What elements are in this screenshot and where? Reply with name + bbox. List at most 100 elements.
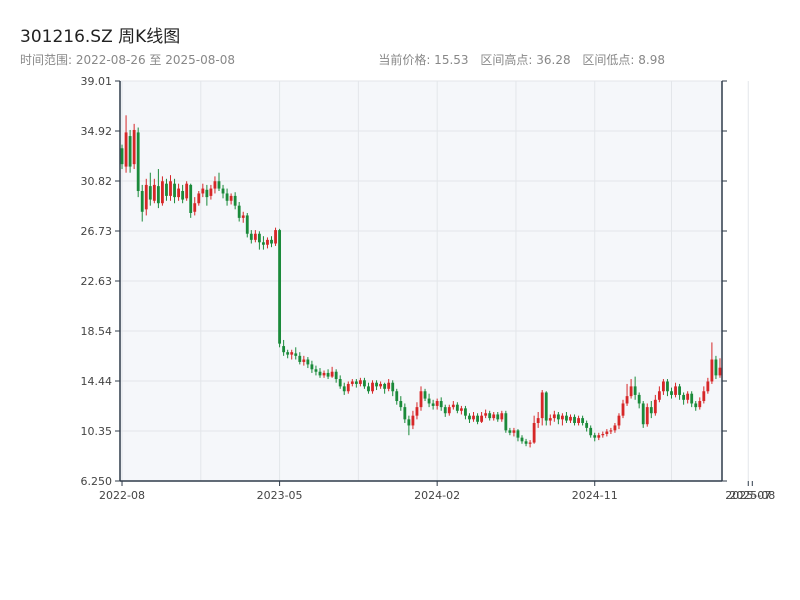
candle-body	[504, 413, 508, 431]
candle-body	[334, 371, 338, 380]
candle-body	[350, 381, 354, 384]
candle-body	[516, 430, 520, 438]
candle-body	[686, 393, 690, 400]
candle-body	[657, 391, 661, 400]
y-tick-label: 39.01	[81, 75, 113, 88]
candle-body	[391, 382, 395, 392]
candle-body	[225, 193, 229, 201]
candle-body	[633, 386, 637, 395]
candle-body	[459, 408, 463, 411]
candle-body	[552, 414, 556, 419]
candle-body	[443, 407, 447, 414]
candle-body	[217, 181, 221, 189]
candle-body	[136, 132, 140, 192]
candle-body	[322, 372, 326, 376]
candle-body	[536, 418, 540, 424]
candle-body	[205, 189, 209, 198]
candle-body	[375, 382, 378, 387]
x-tick-label: 2022-08	[99, 489, 145, 502]
candle-body	[383, 383, 387, 389]
candle-body	[609, 430, 613, 432]
price-stats: 当前价格: 15.53 区间高点: 36.28 区间低点: 8.98	[370, 51, 665, 68]
candle-body	[363, 380, 366, 387]
candle-body	[431, 403, 435, 406]
x-tick-label: 2024-11	[572, 489, 618, 502]
candle-body	[435, 401, 439, 406]
candle-body	[508, 430, 512, 433]
candle-body	[560, 415, 564, 420]
candle-body	[197, 193, 201, 204]
candle-body	[645, 407, 649, 425]
candle-body	[274, 230, 277, 244]
candle-body	[415, 407, 419, 416]
candle-body	[221, 188, 225, 194]
candle-body	[569, 416, 572, 421]
candle-body	[613, 425, 617, 431]
candle-body	[177, 188, 180, 198]
candle-body	[544, 392, 548, 421]
candle-body	[201, 188, 205, 194]
y-tick-label: 34.92	[81, 125, 113, 138]
candle-body	[447, 407, 451, 414]
candle-body	[593, 435, 597, 438]
candle-body	[666, 381, 669, 392]
candle-body	[189, 184, 193, 213]
candle-body	[488, 413, 492, 419]
candle-body	[601, 433, 605, 436]
candle-body	[714, 359, 718, 376]
date-range-label: 时间范围: 2022-08-26 至 2025-08-08	[20, 53, 235, 67]
candle-body	[395, 391, 399, 402]
candle-body	[621, 403, 625, 416]
candle-body	[411, 415, 415, 426]
candle-body	[270, 239, 273, 244]
candle-body	[540, 392, 544, 419]
candle-body	[577, 418, 580, 424]
candle-body	[678, 386, 681, 395]
candle-body	[128, 136, 132, 167]
candle-body	[193, 203, 197, 212]
y-tick-label: 26.73	[81, 225, 113, 238]
candle-body	[354, 381, 358, 384]
candle-body	[653, 399, 657, 414]
candle-body	[468, 415, 471, 420]
candle-body	[249, 233, 253, 240]
candle-body	[500, 413, 504, 420]
candle-body	[387, 382, 391, 389]
candle-body	[690, 393, 694, 404]
candle-body	[682, 394, 686, 400]
candle-body	[520, 437, 524, 442]
candle-body	[278, 230, 282, 344]
y-tick-label: 6.250	[81, 475, 113, 488]
candle-body	[662, 381, 665, 392]
candle-body	[282, 346, 286, 353]
candle-body	[597, 435, 601, 438]
current-price-label: 当前价格: 15.53	[378, 53, 469, 67]
candle-body	[556, 414, 560, 420]
candle-body	[710, 359, 714, 382]
candle-body	[403, 407, 407, 420]
y-tick-label: 18.54	[81, 325, 113, 338]
candle-body	[253, 233, 257, 240]
candle-body	[480, 415, 484, 422]
y-tick-label: 22.63	[81, 275, 113, 288]
candle-body	[439, 401, 443, 408]
x-tick-label: 2024-02	[414, 489, 460, 502]
candle-body	[674, 386, 677, 395]
candle-body	[629, 386, 633, 397]
candle-body	[464, 408, 467, 416]
candle-body	[484, 413, 488, 416]
candle-body	[512, 430, 516, 433]
candle-body	[262, 242, 265, 245]
chart-title: 301216.SZ 周K线图	[20, 27, 181, 47]
candle-body	[338, 379, 342, 387]
candle-body	[427, 398, 431, 404]
candle-body	[124, 132, 128, 167]
x-tick-label: 2023-05	[257, 489, 303, 502]
range-low-label: 区间低点: 8.98	[582, 53, 665, 67]
candle-body	[451, 404, 455, 408]
candle-body	[532, 423, 536, 443]
candle-body	[233, 195, 237, 206]
candle-body	[367, 386, 370, 392]
candle-body	[718, 367, 722, 376]
